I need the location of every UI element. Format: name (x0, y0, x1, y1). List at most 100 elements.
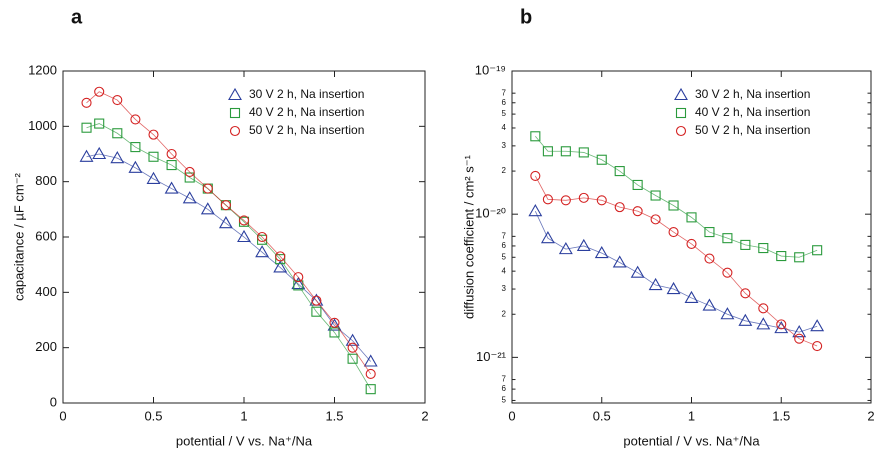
y-tick-label: 7 (502, 231, 507, 240)
marker (666, 281, 681, 295)
y-tick-label: 4 (502, 123, 507, 132)
marker (758, 243, 769, 254)
y-tick-label: 1200 (28, 62, 57, 77)
marker (291, 276, 306, 290)
series-line (86, 153, 372, 362)
marker (578, 147, 589, 158)
marker (164, 181, 179, 194)
marker (650, 214, 661, 225)
marker (596, 195, 607, 206)
y-tick-label: 3 (502, 284, 507, 293)
marker (560, 195, 571, 206)
x-axis-label: potential / V vs. Na⁺/Na (176, 433, 313, 448)
marker (94, 118, 105, 129)
marker (365, 384, 376, 395)
x-tick-label: 0 (508, 408, 515, 423)
x-tick-label: 0 (59, 408, 66, 423)
x-tick-label: 1 (240, 408, 247, 423)
marker (257, 231, 268, 243)
marker (758, 303, 769, 314)
marker (275, 251, 286, 262)
marker (184, 172, 195, 183)
y-tick-label: 2 (502, 309, 507, 318)
marker (166, 148, 177, 160)
marker (722, 233, 733, 244)
y-tick-label: 1000 (28, 118, 57, 133)
marker (345, 333, 360, 346)
marker (578, 192, 589, 203)
marker (229, 125, 241, 137)
y-tick-label: 10⁻¹⁹ (475, 62, 506, 77)
marker (347, 342, 358, 353)
marker (648, 277, 663, 291)
marker (148, 151, 159, 162)
marker (810, 319, 825, 332)
series: 40 V 2 h, Na insertion (81, 105, 376, 395)
series-line (534, 175, 818, 347)
marker (530, 170, 541, 181)
marker (542, 146, 553, 157)
marker (311, 306, 322, 317)
marker (130, 142, 141, 153)
y-tick-label: 10⁻²⁰ (475, 206, 506, 221)
marker (202, 183, 213, 194)
marker (720, 307, 735, 320)
y-tick-label: 400 (35, 284, 57, 299)
series-line (86, 91, 372, 375)
marker (293, 280, 304, 291)
marker (237, 229, 251, 243)
marker (81, 122, 92, 133)
marker (365, 368, 376, 380)
marker (776, 251, 787, 262)
y-tick-label: 6 (502, 384, 507, 393)
marker (596, 154, 607, 165)
y-tick-label: 5 (502, 252, 507, 261)
legend-label: 40 V 2 h, Na insertion (249, 105, 364, 119)
marker (792, 325, 807, 338)
y-tick-label: 0 (50, 394, 57, 409)
marker (275, 254, 286, 265)
marker (110, 151, 125, 164)
y-tick-label: 6 (502, 98, 507, 107)
y-tick-label: 7 (502, 88, 507, 97)
series-line (86, 123, 372, 390)
marker (794, 252, 805, 263)
y-axis-label: diffusion coefficient / cm² s⁻¹ (461, 154, 476, 319)
marker (686, 212, 697, 223)
marker (329, 317, 340, 328)
marker (632, 206, 643, 217)
marker (722, 267, 733, 278)
marker (614, 166, 625, 177)
series: 40 V 2 h, Na insertion (530, 105, 823, 263)
marker (238, 215, 250, 226)
marker (632, 179, 643, 191)
marker (184, 166, 195, 178)
y-tick-label: 6 (502, 241, 507, 250)
marker (675, 107, 687, 119)
y-tick-label: 10⁻²¹ (476, 349, 507, 364)
marker (542, 194, 553, 205)
marker (220, 200, 231, 211)
x-tick-label: 2 (867, 408, 874, 423)
series: 50 V 2 h, Na insertion (530, 123, 823, 352)
marker (112, 95, 123, 106)
marker (558, 242, 573, 255)
legend-label: 30 V 2 h, Na insertion (249, 87, 364, 101)
y-tick-label: 4 (502, 266, 507, 275)
plot-frame (511, 70, 872, 404)
x-tick-label: 1.5 (325, 408, 343, 423)
marker (130, 114, 141, 125)
marker (756, 317, 771, 330)
marker (228, 87, 242, 101)
marker (528, 204, 543, 217)
marker (686, 238, 697, 249)
x-tick-label: 1 (688, 408, 695, 423)
panel-label: b (520, 6, 532, 28)
marker (218, 216, 233, 229)
marker (576, 238, 591, 251)
legend-label: 50 V 2 h, Na insertion (695, 123, 810, 137)
marker (311, 295, 322, 306)
marker (704, 227, 715, 238)
marker (675, 125, 687, 137)
marker (612, 255, 627, 268)
